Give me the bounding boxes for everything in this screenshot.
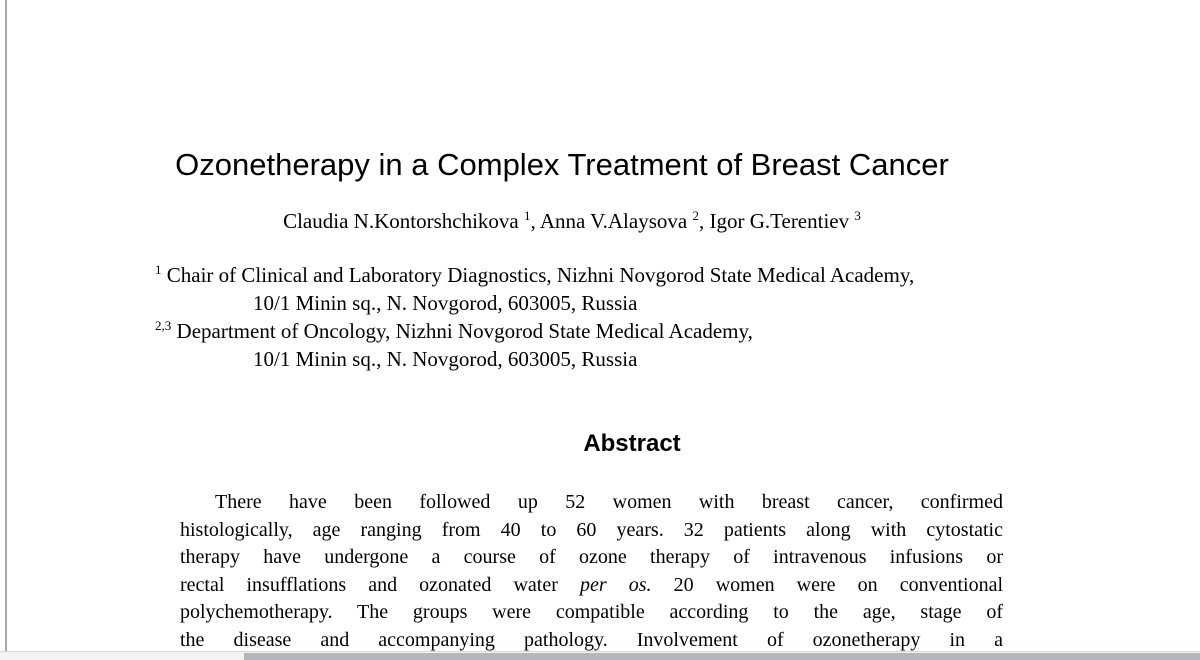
abstract-line: histologically, age ranging from 40 to 6… xyxy=(180,518,1003,541)
abstract-line: rectal insufflations and ozonated water … xyxy=(180,573,1003,596)
horizontal-scrollbar-thumb[interactable] xyxy=(244,653,1200,660)
abstract-heading: Abstract xyxy=(583,430,681,457)
affiliation-line: 2,3 Department of Oncology, Nizhni Novgo… xyxy=(155,318,753,343)
affiliation-line: 10/1 Minin sq., N. Novgorod, 603005, Rus… xyxy=(253,347,638,371)
affiliation-line: 10/1 Minin sq., N. Novgorod, 603005, Rus… xyxy=(253,291,638,315)
abstract-line: the disease and accompanying pathology. … xyxy=(180,628,1003,651)
authors-line: Claudia N.Kontorshchikova 1, Anna V.Alay… xyxy=(283,208,861,233)
affiliation-line: 1 Chair of Clinical and Laboratory Diagn… xyxy=(155,262,915,287)
affiliations-block: 1 Chair of Clinical and Laboratory Diagn… xyxy=(155,261,1055,373)
page-left-edge xyxy=(5,0,7,651)
abstract-line: polychemotherapy. The groups were compat… xyxy=(180,601,1003,623)
abstract-line: therapy have undergone a course of ozone… xyxy=(180,546,1003,568)
horizontal-scrollbar[interactable] xyxy=(0,651,1200,660)
paper-title: Ozonetherapy in a Complex Treatment of B… xyxy=(175,147,949,182)
abstract-line: There have been followed up 52 women wit… xyxy=(215,491,1003,513)
abstract-paragraph: There have been followed up 52 women wit… xyxy=(180,489,1003,654)
